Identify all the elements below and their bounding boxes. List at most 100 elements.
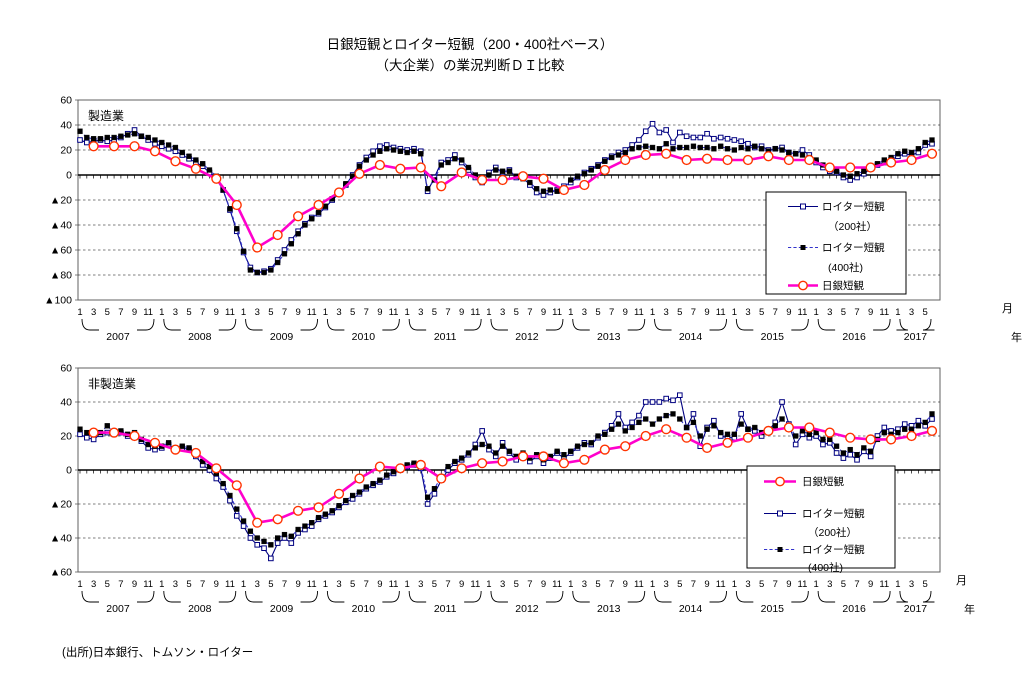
series-boj bbox=[88, 141, 938, 253]
svg-text:9: 9 bbox=[541, 579, 546, 590]
svg-text:0: 0 bbox=[66, 465, 72, 477]
svg-text:9: 9 bbox=[786, 307, 791, 318]
svg-text:7: 7 bbox=[118, 307, 123, 318]
svg-text:▲80: ▲80 bbox=[50, 270, 72, 282]
svg-text:2016: 2016 bbox=[842, 331, 866, 343]
svg-text:月: 月 bbox=[1002, 303, 1013, 315]
svg-text:2015: 2015 bbox=[761, 331, 785, 343]
svg-text:2012: 2012 bbox=[515, 331, 539, 343]
svg-text:2010: 2010 bbox=[352, 331, 376, 343]
svg-text:（200社）: （200社） bbox=[828, 220, 877, 233]
svg-text:1: 1 bbox=[405, 579, 410, 590]
svg-text:5: 5 bbox=[268, 579, 273, 590]
svg-text:5: 5 bbox=[923, 307, 928, 318]
svg-text:3: 3 bbox=[500, 307, 505, 318]
svg-text:1: 1 bbox=[568, 579, 573, 590]
svg-text:7: 7 bbox=[527, 307, 532, 318]
svg-text:2017: 2017 bbox=[904, 331, 928, 343]
svg-text:5: 5 bbox=[595, 307, 600, 318]
svg-text:1: 1 bbox=[568, 307, 573, 318]
svg-text:11: 11 bbox=[716, 579, 726, 590]
svg-text:1: 1 bbox=[813, 579, 818, 590]
svg-text:▲60: ▲60 bbox=[50, 567, 72, 579]
svg-text:5: 5 bbox=[923, 579, 928, 590]
svg-text:1: 1 bbox=[650, 307, 655, 318]
svg-text:5: 5 bbox=[105, 307, 110, 318]
svg-text:11: 11 bbox=[143, 579, 153, 590]
svg-text:5: 5 bbox=[841, 579, 846, 590]
svg-text:年: 年 bbox=[1011, 330, 1022, 344]
svg-text:2014: 2014 bbox=[679, 331, 703, 343]
svg-text:ロイター短観: ロイター短観 bbox=[802, 543, 865, 556]
series-boj bbox=[88, 422, 938, 528]
svg-text:2016: 2016 bbox=[842, 603, 866, 615]
svg-text:7: 7 bbox=[200, 579, 205, 590]
svg-text:11: 11 bbox=[552, 579, 562, 590]
svg-text:1: 1 bbox=[241, 579, 246, 590]
svg-text:3: 3 bbox=[909, 307, 914, 318]
svg-text:5: 5 bbox=[759, 579, 764, 590]
svg-text:3: 3 bbox=[255, 307, 260, 318]
svg-text:ロイター短観: ロイター短観 bbox=[822, 241, 885, 254]
svg-text:3: 3 bbox=[745, 579, 750, 590]
svg-text:3: 3 bbox=[745, 307, 750, 318]
svg-text:1: 1 bbox=[159, 307, 164, 318]
svg-text:11: 11 bbox=[798, 307, 808, 318]
svg-text:5: 5 bbox=[677, 307, 682, 318]
svg-text:5: 5 bbox=[514, 579, 519, 590]
gridlines bbox=[78, 401, 940, 539]
svg-text:9: 9 bbox=[132, 579, 137, 590]
svg-text:7: 7 bbox=[445, 307, 450, 318]
svg-text:▲40: ▲40 bbox=[50, 533, 72, 545]
svg-text:2017: 2017 bbox=[904, 603, 928, 615]
svg-text:2012: 2012 bbox=[515, 603, 539, 615]
svg-text:7: 7 bbox=[773, 579, 778, 590]
manufacturing-chart: 60 40 20 0 ▲20 ▲40 ▲60 ▲80 ▲100 1 3 5 7 9 11 2007 1 3 5 7 9 1… bbox=[0, 95, 1033, 350]
svg-text:11: 11 bbox=[879, 307, 889, 318]
svg-text:（200社）: （200社） bbox=[808, 526, 857, 539]
svg-text:2007: 2007 bbox=[106, 603, 130, 615]
svg-text:11: 11 bbox=[470, 579, 480, 590]
svg-text:40: 40 bbox=[60, 120, 72, 132]
svg-text:11: 11 bbox=[552, 307, 562, 318]
svg-text:1: 1 bbox=[323, 579, 328, 590]
svg-text:7: 7 bbox=[118, 579, 123, 590]
svg-text:11: 11 bbox=[389, 307, 399, 318]
svg-text:1: 1 bbox=[159, 579, 164, 590]
svg-text:7: 7 bbox=[691, 307, 696, 318]
svg-text:7: 7 bbox=[200, 307, 205, 318]
svg-text:3: 3 bbox=[418, 579, 423, 590]
svg-text:7: 7 bbox=[445, 579, 450, 590]
svg-text:7: 7 bbox=[773, 307, 778, 318]
svg-text:7: 7 bbox=[282, 579, 287, 590]
svg-text:3: 3 bbox=[91, 579, 96, 590]
svg-text:1: 1 bbox=[813, 307, 818, 318]
svg-text:1: 1 bbox=[486, 579, 491, 590]
svg-text:1: 1 bbox=[405, 307, 410, 318]
area-label: 非製造業 bbox=[88, 377, 136, 391]
svg-text:1: 1 bbox=[732, 307, 737, 318]
svg-text:5: 5 bbox=[677, 579, 682, 590]
svg-text:9: 9 bbox=[295, 579, 300, 590]
svg-text:2013: 2013 bbox=[597, 331, 621, 343]
non-manufacturing-chart: 60 40 20 0 ▲20 ▲40 ▲60 1 3 5 7 9 11 2007 1 3 5 7 9 11 2008 1 3… bbox=[0, 355, 1033, 625]
svg-text:3: 3 bbox=[91, 307, 96, 318]
svg-text:5: 5 bbox=[432, 579, 437, 590]
svg-text:ロイター短観: ロイター短観 bbox=[822, 200, 885, 213]
svg-text:11: 11 bbox=[879, 579, 889, 590]
svg-text:2014: 2014 bbox=[679, 603, 703, 615]
svg-text:2008: 2008 bbox=[188, 331, 212, 343]
chart-title-line2: （大企業）の業況判断ＤＩ比較 bbox=[375, 58, 565, 73]
svg-text:11: 11 bbox=[470, 307, 480, 318]
svg-text:11: 11 bbox=[225, 307, 235, 318]
svg-text:▲60: ▲60 bbox=[50, 245, 72, 257]
svg-text:ロイター短観: ロイター短観 bbox=[802, 507, 865, 520]
svg-text:9: 9 bbox=[623, 579, 628, 590]
svg-text:9: 9 bbox=[377, 579, 382, 590]
svg-text:9: 9 bbox=[868, 579, 873, 590]
y-axis: 60 40 20 0 ▲20 ▲40 ▲60 ▲80 ▲100 bbox=[44, 95, 78, 307]
svg-text:2015: 2015 bbox=[761, 603, 785, 615]
svg-text:3: 3 bbox=[500, 579, 505, 590]
